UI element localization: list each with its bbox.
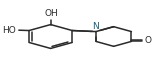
Text: O: O [144, 36, 151, 45]
Text: OH: OH [45, 9, 58, 18]
Text: N: N [93, 22, 99, 31]
Text: HO: HO [2, 26, 16, 35]
